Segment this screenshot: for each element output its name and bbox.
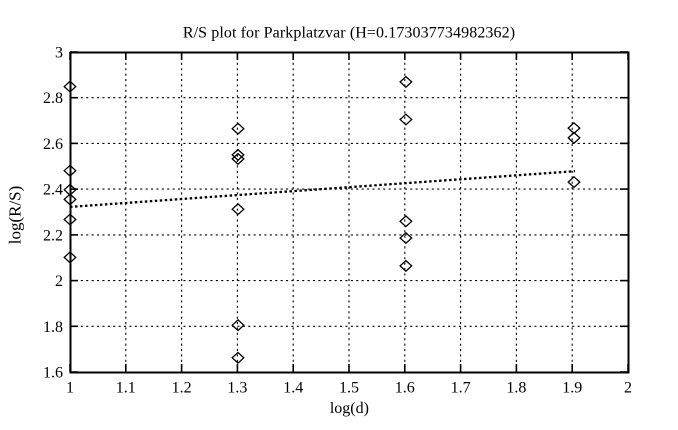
svg-text:1.3: 1.3 [227,380,247,397]
svg-text:1.6: 1.6 [395,380,415,397]
svg-text:1.1: 1.1 [116,380,136,397]
svg-text:2: 2 [624,380,632,397]
svg-text:2.2: 2.2 [43,227,63,244]
svg-text:1.5: 1.5 [339,380,359,397]
svg-text:2.8: 2.8 [43,90,63,107]
svg-text:R/S plot for Parkplatzvar (H=0: R/S plot for Parkplatzvar (H=0.173037734… [183,25,515,42]
svg-text:log(R/S): log(R/S) [6,186,25,245]
svg-text:1: 1 [66,380,74,397]
svg-text:2.4: 2.4 [43,182,63,199]
svg-text:2: 2 [55,273,63,290]
svg-text:2.6: 2.6 [43,136,63,153]
svg-text:1.4: 1.4 [283,380,303,397]
svg-text:1.7: 1.7 [451,380,471,397]
svg-text:log(d): log(d) [330,400,369,417]
svg-text:1.6: 1.6 [43,365,63,382]
svg-text:3: 3 [55,45,63,62]
svg-text:1.9: 1.9 [562,380,582,397]
svg-text:1.8: 1.8 [43,319,63,336]
svg-text:1.8: 1.8 [506,380,526,397]
svg-text:1.2: 1.2 [172,380,192,397]
